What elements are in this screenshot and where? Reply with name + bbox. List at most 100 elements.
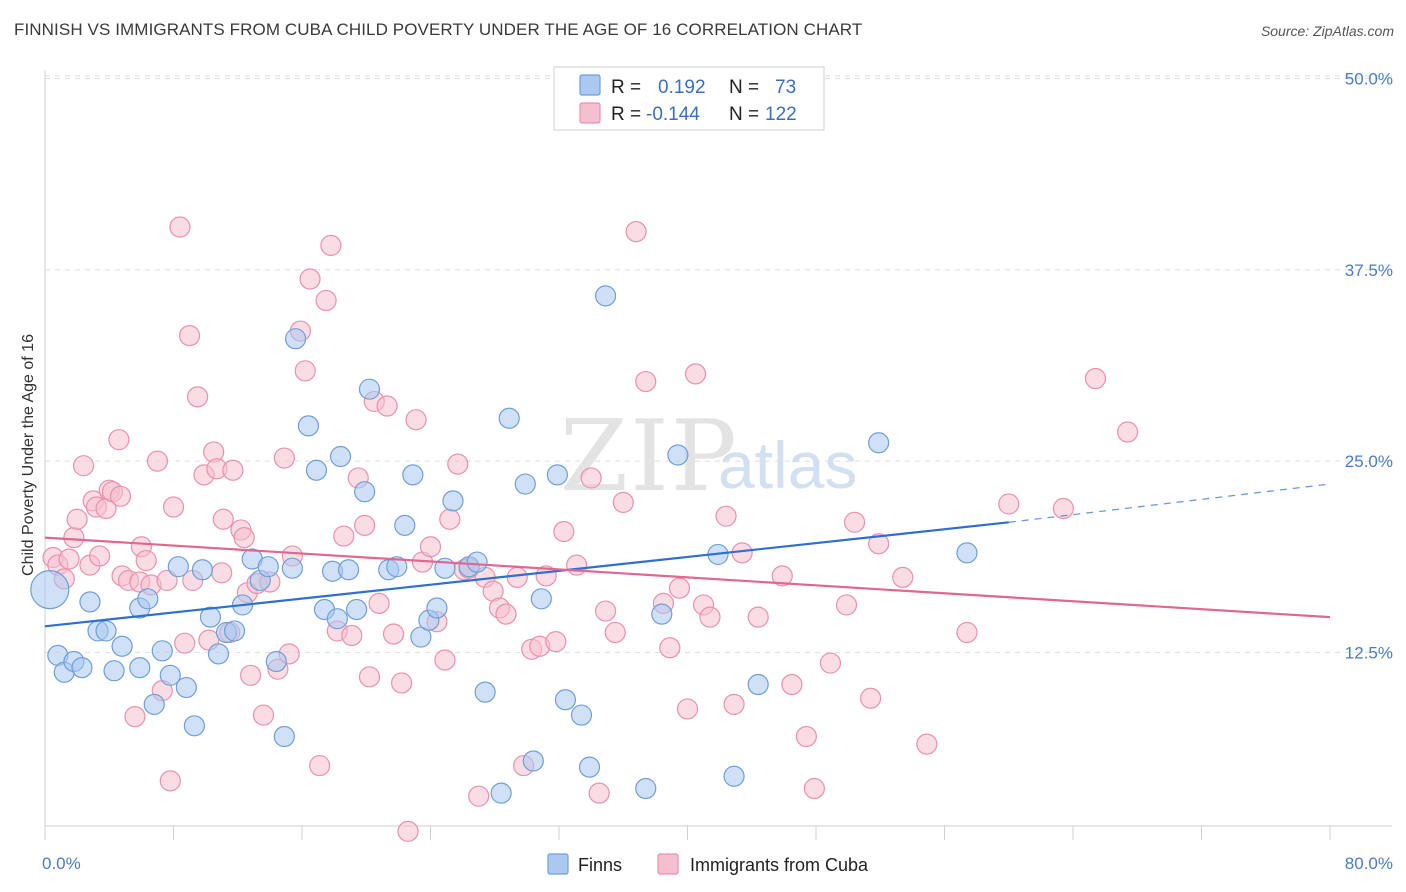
cuba-point-117	[860, 687, 882, 709]
cuba-point-65	[368, 592, 390, 614]
cuba-point-54	[299, 268, 321, 290]
cuba-point-28	[169, 216, 191, 238]
finns-point-5	[79, 591, 101, 613]
finns-point-48	[426, 597, 448, 619]
cuba-point-15	[109, 485, 132, 507]
cuba-point-124	[1084, 367, 1107, 390]
trend-lines	[44, 483, 1331, 628]
cuba-point-123	[1052, 497, 1074, 520]
cuba-point-40	[222, 459, 244, 481]
x-tick-labels: 0.0% 80.0%	[42, 854, 1393, 873]
cuba-point-10	[89, 545, 111, 567]
finns-point-31	[284, 328, 307, 350]
cuba-point-25	[156, 569, 178, 592]
y-tick-labels: 12.5% 25.0% 37.5% 50.0%	[1345, 70, 1393, 663]
x-tick-label-0: 0.0%	[42, 854, 81, 873]
cuba-point-14	[108, 429, 130, 451]
cuba-point-5	[66, 508, 88, 530]
cuba-point-110	[771, 565, 793, 587]
series-immigrants-from-cuba	[42, 216, 1139, 842]
finns-point-40	[354, 481, 376, 503]
finns-point-29	[273, 725, 295, 748]
finns-point-23	[223, 620, 246, 642]
cuba-point-116	[843, 511, 866, 533]
finns-point-72	[956, 542, 978, 564]
cuba-point-122	[998, 493, 1020, 515]
cuba-point-46	[252, 704, 275, 726]
cuba-point-30	[178, 325, 201, 347]
legend-cuba-n-value: 122	[765, 104, 797, 125]
cuba-point-89	[545, 631, 567, 653]
cuba-point-94	[594, 600, 617, 622]
finns-point-30	[281, 557, 303, 579]
cuba-point-55	[309, 754, 331, 777]
finns-point-67	[667, 444, 689, 466]
cuba-point-97	[625, 221, 647, 243]
finns-point-27	[257, 556, 279, 578]
cuba-point-38	[212, 508, 234, 530]
cuba-point-69	[397, 820, 419, 842]
cuba-point-66	[376, 395, 398, 417]
y-tick-label-3: 50.0%	[1345, 70, 1393, 89]
finns-point-17	[175, 676, 197, 699]
finns-point-65	[635, 777, 657, 800]
bottom-legend-finns-swatch	[547, 853, 569, 875]
legend-cuba-r-value: -0.144	[646, 104, 700, 125]
legend-finns-n-value: 73	[775, 77, 796, 98]
legend-cuba-n-label: N =	[729, 104, 759, 125]
finns-point-21	[207, 643, 230, 665]
axes	[44, 70, 1392, 840]
watermark: ZIP atlas	[560, 400, 857, 514]
cuba-point-105	[699, 606, 721, 628]
cuba-point-121	[956, 621, 978, 644]
bottom-legend-finns-label: Finns	[578, 855, 622, 875]
finns-point-14	[151, 640, 173, 662]
cuba-point-72	[419, 536, 442, 558]
finns-point-20	[199, 606, 222, 628]
x-tick-label-1: 80.0%	[1345, 854, 1393, 873]
cuba-point-90	[553, 520, 575, 543]
legend-finns-swatch	[579, 74, 601, 96]
cuba-point-42	[233, 526, 255, 549]
finns-point-66	[651, 603, 673, 625]
finns-point-12	[137, 588, 159, 610]
finns-point-8	[103, 660, 125, 682]
cuba-point-95	[604, 621, 626, 644]
bottom-legend-cuba-label: Immigrants from Cuba	[690, 855, 869, 875]
finns-point-4	[71, 657, 93, 679]
cuba-point-118	[868, 533, 890, 555]
finns-point-52	[466, 551, 488, 573]
cuba-point-75	[439, 508, 461, 530]
finns-point-19	[191, 559, 214, 581]
cuba-point-114	[819, 652, 842, 674]
finns-point-18	[183, 715, 205, 737]
finns-point-10	[129, 657, 151, 679]
cuba-trend-line	[44, 536, 1331, 619]
series-finns	[30, 109, 978, 804]
cuba-point-67	[382, 623, 405, 645]
cuba-point-70	[405, 409, 427, 431]
cuba-point-32	[186, 386, 209, 408]
finns-point-9	[111, 635, 133, 657]
finns-point-61	[570, 704, 593, 726]
cuba-point-101	[668, 577, 691, 599]
cuba-point-106	[715, 505, 737, 527]
cuba-point-4	[63, 526, 85, 549]
y-tick-label-2: 37.5%	[1345, 261, 1393, 280]
legend-cuba-r-label: R =	[611, 104, 641, 125]
cuba-point-111	[781, 673, 803, 696]
y-tick-label-0: 12.5%	[1345, 643, 1393, 662]
finns-point-59	[546, 464, 568, 486]
finns-point-45	[402, 464, 424, 486]
cuba-point-44	[240, 664, 262, 686]
finns-trend-extension	[1008, 483, 1331, 523]
finns-point-36	[326, 608, 348, 630]
cuba-point-79	[468, 785, 490, 807]
finns-point-7	[95, 620, 117, 642]
finns-point-44	[394, 514, 416, 536]
finns-point-58	[530, 588, 552, 610]
cuba-point-120	[916, 733, 938, 755]
finns-point-53	[474, 681, 496, 703]
finns-point-32	[297, 415, 320, 437]
cuba-point-107	[723, 693, 745, 715]
